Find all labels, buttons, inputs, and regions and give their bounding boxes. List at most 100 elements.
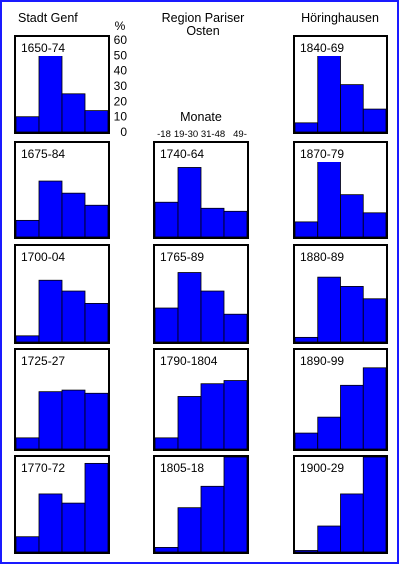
column-title-2-line-1: Region Pariser bbox=[162, 11, 245, 25]
y-tick-0: 0 bbox=[120, 125, 127, 139]
bar-3-5-1 bbox=[294, 550, 319, 553]
bar-3-1-3 bbox=[340, 84, 364, 133]
bar-1-2-2 bbox=[38, 180, 63, 238]
bar-1-4-3 bbox=[61, 389, 86, 450]
period-label-bg-1-4 bbox=[19, 353, 68, 369]
y-tick-50: 50 bbox=[114, 48, 128, 62]
period-label-3-4: 1890-99 bbox=[300, 354, 344, 368]
bar-2-4-4 bbox=[223, 456, 248, 553]
y-tick-60: 60 bbox=[114, 33, 128, 47]
y-tick-20: 20 bbox=[114, 94, 128, 108]
period-label-bg-3-4 bbox=[298, 353, 347, 369]
bar-3-3-1 bbox=[294, 336, 319, 343]
bar-2-4-2 bbox=[177, 507, 202, 553]
column-title-1: Stadt Genf bbox=[18, 11, 78, 25]
bar-2-4-1 bbox=[154, 547, 179, 553]
bar-3-2-4 bbox=[362, 212, 387, 238]
bar-1-4-2 bbox=[38, 391, 63, 450]
bar-2-1-3 bbox=[200, 207, 225, 238]
bar-1-3-3 bbox=[61, 290, 86, 343]
panel-border-2-2 bbox=[153, 244, 249, 344]
month-axis-title: Monate bbox=[180, 110, 222, 124]
period-label-bg-2-1 bbox=[158, 146, 207, 162]
period-label-3-2: 1870-79 bbox=[300, 147, 344, 161]
bar-1-4-4 bbox=[84, 392, 109, 450]
period-label-bg-3-3 bbox=[298, 249, 347, 265]
period-label-bg-2-3 bbox=[158, 353, 220, 369]
period-label-2-3: 1790-1804 bbox=[160, 354, 218, 368]
bar-1-3-1 bbox=[15, 335, 40, 343]
bar-1-5-4 bbox=[84, 462, 109, 553]
bar-2-2-4 bbox=[223, 313, 248, 343]
panel-border-3-2 bbox=[293, 141, 388, 239]
bar-3-4-2 bbox=[317, 416, 341, 450]
period-label-bg-1-2 bbox=[19, 146, 68, 162]
panel-border-3-5 bbox=[293, 455, 388, 554]
bar-1-2-3 bbox=[61, 192, 86, 238]
bar-1-1-3 bbox=[61, 93, 86, 133]
bar-2-3-1 bbox=[154, 437, 179, 450]
bar-1-5-2 bbox=[38, 493, 63, 553]
bar-3-1-1 bbox=[294, 122, 319, 133]
bar-1-3-4 bbox=[84, 302, 109, 343]
period-label-bg-1-5 bbox=[19, 460, 68, 476]
y-tick-10: 10 bbox=[114, 110, 128, 124]
month-category-4: 49- bbox=[233, 129, 247, 140]
period-label-3-1: 1840-69 bbox=[300, 41, 344, 55]
bar-2-2-3 bbox=[200, 290, 225, 343]
period-label-2-2: 1765-89 bbox=[160, 250, 204, 264]
bar-1-5-3 bbox=[61, 502, 86, 553]
bar-3-2-2 bbox=[317, 151, 341, 238]
bar-1-2-4 bbox=[84, 204, 109, 238]
bar-1-1-2 bbox=[38, 55, 63, 133]
period-label-2-4: 1805-18 bbox=[160, 461, 204, 475]
bar-3-4-1 bbox=[294, 432, 319, 450]
period-label-bg-2-4 bbox=[158, 460, 207, 476]
period-label-bg-3-1 bbox=[298, 40, 347, 56]
panel-border-2-1 bbox=[153, 141, 249, 239]
bar-3-1-2 bbox=[317, 50, 341, 133]
bar-3-5-2 bbox=[317, 525, 341, 553]
bar-1-4-1 bbox=[15, 437, 40, 450]
period-label-bg-2-2 bbox=[158, 249, 207, 265]
bar-3-5-4 bbox=[362, 456, 387, 553]
bar-1-2-1 bbox=[15, 219, 40, 238]
panel-border-2-4 bbox=[153, 455, 249, 554]
bar-3-2-1 bbox=[294, 221, 319, 238]
period-label-1-4: 1725-27 bbox=[21, 354, 65, 368]
bar-3-3-2 bbox=[317, 276, 341, 343]
bar-2-1-4 bbox=[223, 210, 248, 238]
panel-border-1-1 bbox=[14, 35, 110, 134]
y-tick-40: 40 bbox=[114, 64, 128, 78]
period-label-bg-3-2 bbox=[298, 146, 347, 162]
bar-2-1-2 bbox=[177, 167, 202, 238]
unit-label: % bbox=[115, 19, 126, 33]
panel-border-1-4 bbox=[14, 348, 110, 451]
y-tick-30: 30 bbox=[114, 79, 128, 93]
bar-2-3-3 bbox=[200, 383, 225, 450]
bar-2-1-1 bbox=[154, 201, 179, 238]
period-label-1-3: 1700-04 bbox=[21, 250, 65, 264]
panel-border-1-3 bbox=[14, 244, 110, 344]
period-label-2-1: 1740-64 bbox=[160, 147, 204, 161]
panel-border-1-5 bbox=[14, 455, 110, 554]
bar-1-3-2 bbox=[38, 279, 63, 343]
bar-3-5-3 bbox=[340, 493, 364, 553]
bar-1-1-4 bbox=[84, 110, 109, 133]
bar-3-4-3 bbox=[340, 384, 364, 450]
panel-border-1-2 bbox=[14, 141, 110, 239]
panel-border-3-3 bbox=[293, 244, 388, 344]
bar-3-3-3 bbox=[340, 286, 364, 343]
period-label-bg-1-3 bbox=[19, 249, 68, 265]
panel-border-3-4 bbox=[293, 348, 388, 451]
bar-2-3-2 bbox=[177, 396, 202, 450]
bar-3-4-4 bbox=[362, 367, 387, 450]
period-label-bg-3-5 bbox=[298, 460, 347, 476]
bar-2-2-1 bbox=[154, 307, 179, 343]
bar-3-1-4 bbox=[362, 108, 387, 133]
period-label-bg-1-1 bbox=[19, 40, 68, 56]
period-label-3-3: 1880-89 bbox=[300, 250, 344, 264]
panel-border-2-3 bbox=[153, 348, 249, 451]
